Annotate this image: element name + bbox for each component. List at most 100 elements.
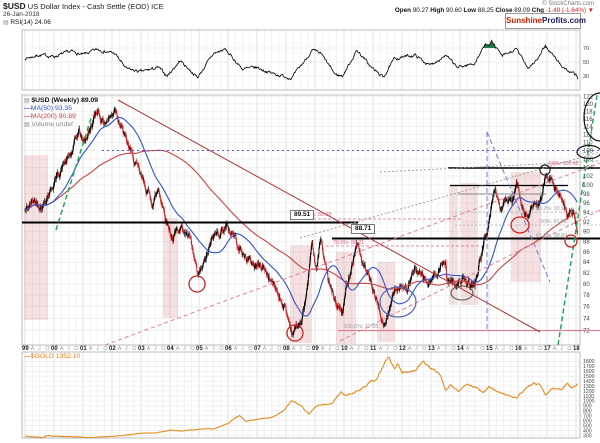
- symbol-label: $USD: [3, 1, 26, 11]
- x-axis-month-label: A: [495, 346, 499, 352]
- main-axis-tick: 102: [583, 174, 594, 180]
- close-label: Close: [495, 7, 513, 14]
- main-axis-tick: 76: [583, 305, 590, 311]
- x-axis-month-label: O: [103, 346, 108, 352]
- x-axis-month-label: J: [212, 346, 215, 352]
- annotation-line: [117, 99, 541, 333]
- x-axis-month-label: O: [248, 346, 253, 352]
- rsi-axis-tick: 30: [583, 74, 589, 80]
- copyright-text: © StockCharts.com: [542, 1, 594, 7]
- annotation-ellipse: [539, 164, 551, 176]
- annotation-line: [379, 160, 600, 173]
- x-axis-month-label: O: [306, 346, 311, 352]
- x-axis-year-label: 03: [138, 346, 145, 352]
- highlight-bands: [24, 155, 541, 344]
- rsi-line: [24, 39, 579, 81]
- x-axis-year-label: 05: [196, 346, 203, 352]
- x-axis-month-label: O: [451, 346, 456, 352]
- chart-date: 26-Jan-2018: [3, 11, 40, 18]
- x-axis-month-label: A: [321, 346, 325, 352]
- x-axis-month-label: A: [234, 346, 238, 352]
- ma200-line-icon: —: [24, 113, 31, 120]
- x-axis-month-label: J: [299, 346, 302, 352]
- low-value: 88.25: [477, 7, 494, 14]
- x-axis-year-label: 18: [573, 346, 580, 352]
- x-axis-month-label: J: [241, 346, 244, 352]
- main-axis-tick: 90: [583, 230, 590, 236]
- x-axis-month-label: O: [393, 346, 398, 352]
- x-axis-month-label: J: [183, 346, 186, 352]
- gold-axis-tick: 700: [583, 414, 592, 420]
- x-axis-month-label: J: [270, 346, 273, 352]
- annotation-ellipse: [188, 275, 206, 293]
- annotation-ellipse: [564, 234, 578, 248]
- fib-level-label: 78.6%: 88.21: [333, 240, 364, 246]
- x-axis-year-label: 12: [399, 346, 406, 352]
- x-axis-month-label: O: [190, 346, 195, 352]
- x-axis-month-label: A: [89, 346, 93, 352]
- sunshine-profits-logo: SunshineProfits.com: [505, 13, 586, 29]
- main-legend-volume: ▤ Volume undef: [24, 121, 73, 128]
- x-axis-month-label: J: [38, 346, 41, 352]
- main-axis-tick: 80: [583, 282, 590, 288]
- gold-axis-tick: 900: [583, 404, 592, 410]
- title-text: US Dollar Index - Cash Settle (EOD) ICE: [25, 2, 164, 11]
- price-label-box: 88.71: [351, 224, 376, 234]
- x-axis-year-label: 14: [457, 346, 464, 352]
- x-axis-month-label: J: [67, 346, 70, 352]
- main-axis-tick: 100: [583, 183, 594, 189]
- x-axis-month-label: A: [147, 346, 151, 352]
- gold-axis-tick: 500: [583, 423, 592, 429]
- x-axis-year-label: 06: [225, 346, 232, 352]
- annotations: [22, 92, 600, 346]
- high-label: High: [430, 7, 445, 14]
- x-axis-month-label: O: [277, 346, 282, 352]
- low-label: Low: [463, 7, 477, 14]
- x-axis-month-label: A: [118, 346, 122, 352]
- x-axis-month-label: J: [473, 346, 476, 352]
- x-axis-month-label: J: [444, 346, 447, 352]
- x-axis-month-label: A: [553, 346, 557, 352]
- gold-legend: —$GOLD 1352.10: [24, 353, 81, 360]
- main-axis-tick: 74: [583, 316, 590, 322]
- x-axis-month-label: O: [219, 346, 224, 352]
- open-label: Open: [394, 7, 411, 14]
- high-value: 90.60: [445, 7, 462, 14]
- x-axis-month-label: J: [357, 346, 360, 352]
- close-value: 89.09: [514, 7, 531, 14]
- rsi-legend: ▤ RSI(14) 24.06: [3, 19, 51, 26]
- x-axis-year-label: 08: [283, 346, 290, 352]
- main-axis-tick: 118: [583, 109, 593, 115]
- gold-panel: [21, 351, 581, 439]
- annotation-line: [55, 114, 93, 231]
- gold-line: [25, 356, 578, 438]
- x-axis-month-label: O: [480, 346, 485, 352]
- usd-candles: [24, 106, 579, 338]
- fib-level-label: 61.8%: 89.09: [300, 212, 331, 218]
- annotation-ellipse: [583, 92, 600, 142]
- x-axis-year-label: 02: [109, 346, 116, 352]
- gold-axis-tick: 600: [583, 419, 592, 425]
- main-axis-tick: 82: [583, 271, 590, 277]
- x-axis-month-label: O: [509, 346, 514, 352]
- x-axis-month-label: O: [567, 346, 572, 352]
- x-axis-month-label: J: [125, 346, 128, 352]
- x-axis-month-label: O: [161, 346, 166, 352]
- gold-axis-tick: 400: [583, 428, 592, 434]
- quote-line: Open 90.27 High 90.60 Low 88.25 Close 89…: [394, 7, 594, 15]
- x-axis-year-label: 11: [370, 346, 377, 352]
- chart-title: $USD US Dollar Index - Cash Settle (EOD)…: [3, 1, 164, 11]
- fib-level-label: 50%: 91.38: [540, 219, 567, 225]
- x-axis-month-label: A: [60, 346, 64, 352]
- gold-axis-tick: 1500: [583, 374, 595, 380]
- x-axis-month-label: A: [408, 346, 412, 352]
- x-axis-month-label: O: [422, 346, 427, 352]
- gold-axis-tick: 1000: [583, 399, 595, 405]
- main-axis-tick: 116: [583, 117, 593, 123]
- x-axis-month-label: A: [205, 346, 209, 352]
- x-axis-month-label: A: [292, 346, 296, 352]
- moving-averages: [24, 116, 578, 317]
- open-value: 90.27: [412, 7, 429, 14]
